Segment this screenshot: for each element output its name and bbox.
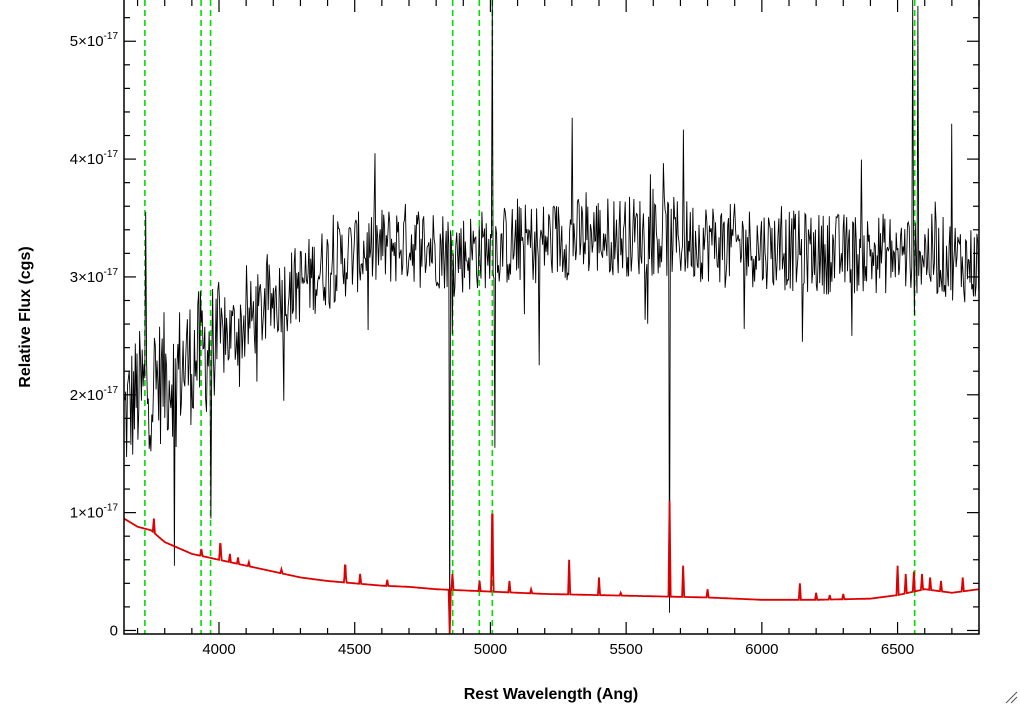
- reference-lines: [144, 0, 916, 634]
- x-tick-label: 6500: [881, 641, 914, 658]
- x-tick-label: 4000: [202, 641, 235, 658]
- y-tick-label: 0: [110, 622, 118, 639]
- x-tick-label: 5000: [474, 641, 507, 658]
- y-tick-label: 2×10-17: [70, 385, 119, 404]
- y-tick-labels: 0 1×10-17 2×10-17 3×10-17 4×10-17 5×10-17: [70, 31, 119, 639]
- plot-frame: [123, 0, 980, 635]
- series-observed-spectrum: [124, 0, 979, 634]
- series-model-spectrum: [124, 500, 979, 634]
- x-tick-label: 4500: [338, 641, 371, 658]
- y-axis-title: Relative Flux (cgs): [17, 246, 34, 387]
- y-tick-label: 1×10-17: [70, 503, 119, 522]
- y-tick-label: 5×10-17: [70, 31, 119, 50]
- x-tick-label: 5500: [609, 641, 642, 658]
- x-tick-label: 6000: [745, 641, 778, 658]
- x-axis-title: Rest Wavelength (Ang): [464, 686, 639, 703]
- series-layer: [124, 0, 979, 634]
- x-tick-labels: 4000 4500 5000 5500 6000 6500: [202, 641, 914, 658]
- y-tick-label: 4×10-17: [70, 149, 119, 168]
- y-tick-label: 3×10-17: [70, 267, 119, 286]
- resize-grip-icon[interactable]: [1004, 690, 1018, 704]
- axes: [123, 0, 980, 635]
